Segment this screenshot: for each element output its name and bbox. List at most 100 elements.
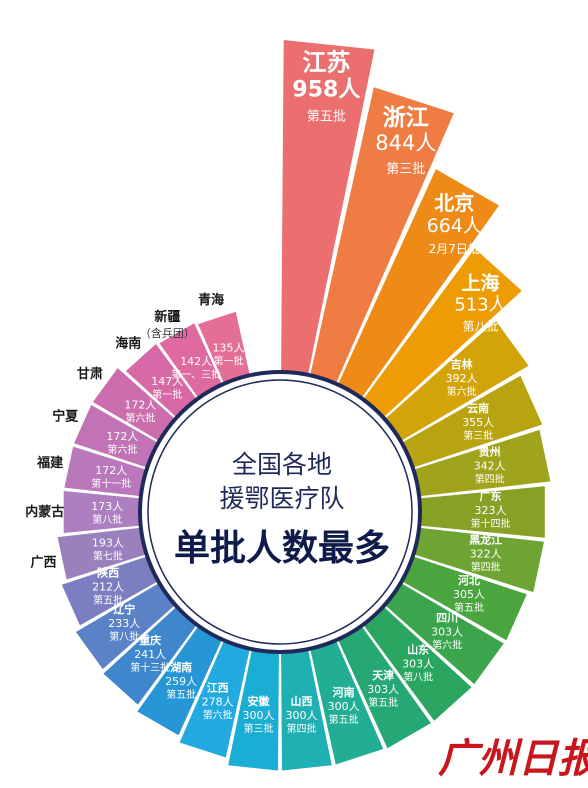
- bar-福建: [64, 446, 166, 499]
- label-value-福建: 172人: [95, 464, 127, 477]
- label-name-山西: 山西: [291, 694, 313, 708]
- label-batch-吉林: 第六批: [447, 385, 477, 398]
- label-name-江苏: 江苏: [302, 48, 350, 76]
- label-name-福建: 福建: [36, 455, 63, 471]
- label-value-黑龙江: 322人: [470, 548, 502, 561]
- label-name-重庆: 重庆: [139, 633, 161, 647]
- label-value-贵州: 342人: [474, 459, 506, 472]
- bar-天津: [329, 609, 431, 749]
- label-name-河南: 河南: [333, 685, 355, 699]
- label-value-吉林: 392人: [446, 372, 478, 385]
- center-title-line2: 援鄂医疗队: [219, 484, 344, 513]
- label-value-陕西: 212人: [92, 581, 124, 594]
- label-name-北京: 北京: [434, 191, 474, 215]
- bar-北京: [329, 169, 499, 415]
- label-value-重庆: 241人: [134, 648, 166, 661]
- label-batch-内蒙古: 第八批: [92, 513, 122, 526]
- label-batch-海南: 第一批: [152, 388, 182, 401]
- bar-江苏: [280, 40, 375, 395]
- label-value-河南: 300人: [328, 700, 360, 713]
- label-name-辽宁: 辽宁: [113, 602, 135, 616]
- label-name-宁夏: 宁夏: [52, 408, 79, 424]
- bar-浙江: [305, 87, 454, 402]
- bar-江西: [179, 622, 255, 758]
- label-batch-四川: 第六批: [432, 638, 462, 651]
- bar-陕西: [61, 550, 176, 626]
- bar-山东: [351, 593, 472, 721]
- label-batch-云南: 第三批: [463, 429, 493, 442]
- label-value-江苏: 958人: [292, 77, 360, 102]
- label-value-上海: 513人: [454, 294, 506, 315]
- bar-四川: [369, 572, 504, 685]
- label-value-河北: 305人: [453, 588, 485, 601]
- label-batch-黑龙江: 第四批: [471, 561, 501, 574]
- bar-重庆: [103, 593, 209, 705]
- label-name-广西: 广西: [30, 554, 56, 570]
- label-batch-安徽: 第三批: [244, 722, 274, 735]
- label-value-新疆: 142人: [180, 355, 212, 368]
- label-value-海南: 147人: [151, 375, 183, 388]
- bar-湖南: [137, 609, 231, 736]
- label-value-山东: 303人: [402, 658, 434, 671]
- bar-上海: [351, 248, 522, 431]
- label-value-安徽: 300人: [243, 709, 275, 722]
- label-batch-辽宁: 第八批: [109, 630, 139, 643]
- bar-吉林: [369, 320, 529, 452]
- label-name-新疆: 新疆: [154, 309, 180, 325]
- label-name-湖南: 湖南: [170, 660, 192, 674]
- label-batch-湖南: 第五批: [166, 688, 196, 701]
- label-batch-山西: 第四批: [287, 722, 317, 735]
- label-value-青海: 135人: [213, 342, 245, 355]
- label-value-天津: 303人: [367, 683, 399, 696]
- label-batch-江苏: 第五批: [307, 109, 346, 124]
- bar-广东: [399, 486, 545, 538]
- label-name-广东: 广东: [480, 489, 502, 503]
- label-value-湖南: 259人: [165, 675, 197, 688]
- label-name-上海: 上海: [461, 271, 499, 294]
- label-name-江西: 江西: [207, 681, 229, 695]
- center-title-line1: 全国各地: [232, 450, 332, 479]
- label-name-河北: 河北: [458, 573, 480, 587]
- label-batch-广东: 第十四批: [471, 517, 511, 530]
- label-batch-宁夏: 第六批: [107, 443, 137, 456]
- label-batch-陕西: 第五批: [93, 594, 123, 607]
- label-batch-浙江: 第三批: [386, 162, 425, 177]
- newspaper-logo: 广州日报: [438, 735, 588, 782]
- bar-内蒙古: [63, 491, 161, 533]
- label-name-甘肃: 甘肃: [77, 366, 103, 382]
- label-batch-新疆: 第一、三批: [171, 368, 221, 381]
- label-batch-贵州: 第四批: [475, 472, 505, 485]
- label-batch-河北: 第五批: [454, 601, 484, 614]
- label-value-广西: 193人: [92, 537, 124, 550]
- label-batch-重庆: 第十三批: [130, 661, 170, 674]
- bar-山西: [280, 629, 332, 771]
- label-batch-上海: 第八批: [462, 318, 498, 333]
- label-name-青海: 青海: [198, 292, 224, 308]
- bar-安徽: [228, 629, 280, 771]
- label-batch-广西: 第七批: [93, 550, 123, 563]
- bar-黑龙江: [394, 525, 544, 593]
- label-name-四川: 四川: [436, 611, 458, 624]
- label-value-四川: 303人: [431, 625, 463, 638]
- label-batch-河南: 第五批: [329, 713, 359, 726]
- label-batch-甘肃: 第六批: [125, 412, 155, 425]
- label-batch-江西: 第六批: [203, 709, 233, 722]
- label-name-浙江: 浙江: [383, 105, 429, 131]
- label-name-云南: 云南: [467, 401, 489, 415]
- label-value-辽宁: 233人: [108, 617, 140, 630]
- bars-group: [57, 40, 551, 771]
- label-name-陕西: 陕西: [97, 566, 119, 580]
- bar-河南: [305, 622, 384, 765]
- bar-河北: [384, 550, 527, 641]
- label-batch-福建: 第十一批: [91, 477, 131, 490]
- label-value-江西: 278人: [202, 696, 234, 709]
- center-disc-inner-ring: [147, 379, 413, 645]
- label-name-天津: 天津: [372, 668, 394, 682]
- label-value-云南: 355人: [462, 416, 494, 429]
- label-batch-北京: 2月7日批: [429, 241, 480, 256]
- label-name-吉林: 吉林: [451, 357, 473, 371]
- label-name-贵州: 贵州: [479, 444, 501, 458]
- label-name-安徽: 安徽: [248, 694, 271, 708]
